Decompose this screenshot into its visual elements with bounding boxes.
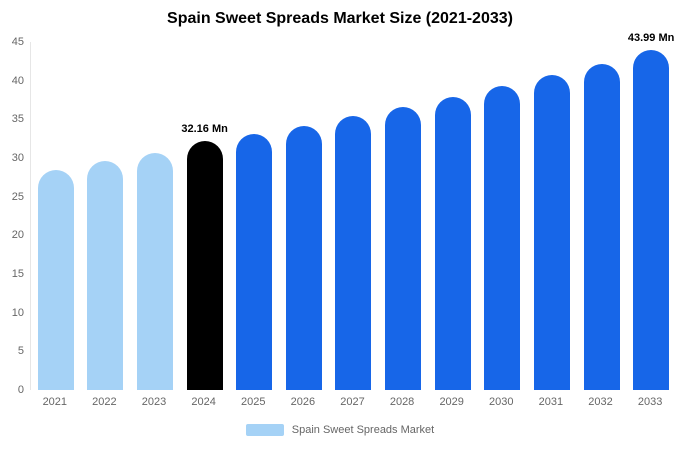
y-tick-label: 5 — [17, 345, 24, 358]
bar-column-2033: 43.99 Mn — [626, 32, 676, 390]
y-axis: 0 5 10 15 20 25 30 35 40 45 — [0, 36, 26, 396]
x-tick-label-2027: 2027 — [340, 396, 365, 408]
x-tick-label-2029: 2029 — [439, 396, 464, 408]
bar-column-2023 — [130, 42, 180, 390]
x-tick-label-2031: 2031 — [538, 396, 564, 408]
x-axis: 2021 2022 2023 2024 2025 2026 2027 2028 2029 2030… — [30, 396, 675, 408]
y-tick-label: 30 — [11, 152, 24, 164]
y-tick-label: 10 — [11, 306, 24, 319]
bar-2022 — [87, 161, 124, 390]
x-tick-label-2028: 2028 — [389, 396, 415, 408]
x-tick-label-2021: 2021 — [42, 396, 68, 408]
bar-column-2032 — [577, 42, 627, 390]
x-tick-label-2030: 2030 — [489, 396, 514, 408]
bar-column-2029 — [428, 42, 478, 390]
x-tick-label-2023: 2023 — [141, 396, 167, 408]
bar-column-2025 — [229, 42, 279, 390]
legend: Spain Sweet Spreads Market — [0, 424, 680, 436]
chart-title: Spain Sweet Spreads Market Size (2021-20… — [167, 10, 513, 27]
bar-column-2024: 32.16 Mn — [180, 42, 230, 390]
bar-2027 — [335, 116, 372, 390]
bar-2024: 32.16 Mn — [181, 123, 228, 390]
y-tick-label: 15 — [11, 268, 24, 280]
bar-column-2028 — [378, 42, 428, 390]
y-tick-label: 35 — [11, 113, 24, 126]
x-tick-label-2033: 2033 — [637, 396, 663, 408]
bar-2032 — [583, 63, 620, 390]
bar-value-label-2033: 43.99 Mn — [627, 31, 675, 44]
bar-column-2021 — [31, 42, 81, 390]
x-tick-label-2026: 2026 — [290, 396, 316, 408]
x-tick-label-2024: 2024 — [191, 396, 216, 408]
bar-column-2026 — [279, 42, 329, 390]
bar-2021 — [37, 169, 74, 390]
x-tick-label-2032: 2032 — [588, 396, 613, 408]
bar-2029 — [434, 96, 471, 390]
bar-2030 — [484, 86, 521, 390]
bar-2025 — [236, 134, 273, 390]
x-tick-label-2022: 2022 — [92, 396, 117, 408]
y-tick-label: 0 — [17, 384, 24, 396]
plot-area: 32.16 Mn 43.99 Mn — [30, 32, 676, 390]
legend-swatch — [245, 424, 284, 436]
x-tick-label-2025: 2025 — [241, 396, 266, 408]
bar-2026 — [285, 125, 322, 390]
y-tick-label: 20 — [11, 229, 24, 242]
bar-2028 — [385, 106, 422, 390]
bar-2033: 43.99 Mn — [628, 32, 674, 390]
y-tick-label: 25 — [11, 190, 24, 203]
bar-2023 — [137, 152, 174, 390]
y-tick-label: 40 — [11, 74, 24, 87]
bar-column-2022 — [81, 42, 131, 390]
legend-label: Spain Sweet Spreads Market — [291, 424, 435, 436]
bar-column-2031 — [527, 42, 577, 390]
y-tick-label: 45 — [11, 36, 24, 48]
bar-column-2030 — [477, 42, 527, 390]
bar-column-2027 — [329, 42, 379, 390]
bar-2031 — [533, 75, 570, 390]
bar-value-label-2024: 32.16 Mn — [181, 123, 228, 136]
